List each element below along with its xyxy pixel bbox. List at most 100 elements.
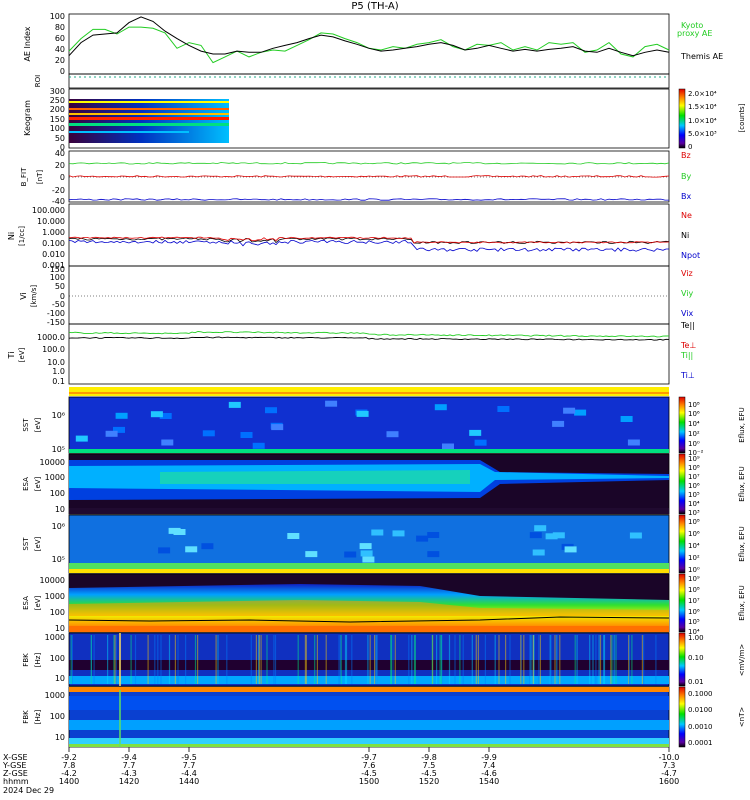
- fbk-e-stripe: [408, 635, 410, 684]
- sst-ion-panel: SST [eV] 10⁶ 10⁵ 10⁸ 10⁶ 10⁴ 10² 10⁰ Efl…: [22, 514, 746, 574]
- velocity-ytick: 150: [50, 265, 65, 274]
- fbk-b-yticks: 1000 100 10: [45, 691, 65, 742]
- density-ylabel: Ni: [7, 232, 16, 240]
- fbk-e-stripe: [538, 635, 540, 684]
- fbk-e-stripe: [194, 635, 197, 684]
- sst-i-ylabel2: [eV]: [34, 536, 42, 551]
- esa-e-bottom-band: [69, 508, 669, 514]
- fbk-e-stripe: [477, 635, 479, 684]
- fbk-e-stripe: [390, 635, 392, 684]
- fbk-e-stripe: [339, 635, 341, 684]
- fbk-e-stripe: [576, 635, 578, 684]
- sst-i-colorbar: [678, 514, 686, 574]
- fbk-e-ylabel: FBK: [22, 653, 30, 667]
- esa-e-yticks: 10000 1000 100 10: [40, 458, 65, 514]
- spectrogram-header-strip: [69, 387, 669, 396]
- temperature-series-group: [68, 331, 670, 341]
- esa-e-cbar-tick: 10³: [688, 509, 700, 517]
- fbk-e-stripe: [168, 635, 171, 684]
- fbk-e-stripe: [258, 635, 260, 684]
- x-tick-gse-y: 7.3: [663, 761, 676, 770]
- fbk-e-stripe: [559, 635, 561, 684]
- bfield-panel: B_FIT [nT] 40 20 0 -20 -40 Bz By Bx: [20, 149, 691, 206]
- bfield-frame: [68, 150, 670, 203]
- fbk-e-stripe: [440, 635, 442, 684]
- fbk-e-stripe: [628, 635, 630, 684]
- velocity-ylabel: Vi: [19, 292, 28, 300]
- temperature-ytick: 0.1: [52, 377, 65, 386]
- fbk-e-stripes: [70, 633, 657, 686]
- keogram-cbar-tick: 1.5×10⁴: [688, 103, 717, 111]
- fbk-e-stripe: [439, 635, 441, 684]
- fbk-e-stripe: [304, 635, 306, 684]
- sst-e-cell: [265, 407, 277, 414]
- temperature-ylabel2: [eV]: [18, 347, 26, 362]
- esa-e-ylabel: ESA: [22, 477, 30, 491]
- sst-i-ytick: 10⁶: [52, 522, 65, 531]
- esa-e-cbar-tick: 10⁸: [688, 464, 700, 472]
- fbk-e-stripe: [574, 635, 576, 684]
- fbk-e-stripe: [556, 635, 558, 684]
- temperature-ytick: 1.0: [52, 367, 65, 376]
- x-tick-gse-x: -9.4: [121, 753, 137, 762]
- fbk-e-stripe: [374, 635, 376, 684]
- fbk-b-ytick: 100: [50, 712, 65, 721]
- fbk-b-ytick: 1000: [45, 691, 65, 700]
- keogram-ytick: 150: [50, 115, 65, 124]
- sst-i-cell: [158, 547, 171, 554]
- fbk-e-stripe: [314, 635, 316, 684]
- velocity-ytick: -50: [52, 300, 65, 309]
- density-ytick: 10.000: [37, 217, 65, 226]
- esa-i-ylabel2: [eV]: [34, 595, 42, 610]
- sst-e-cbar-ticks: 10⁸ 10⁶ 10⁴ 10² 10⁰ 10⁻²: [688, 401, 704, 457]
- fbk-e-stripe: [340, 635, 342, 684]
- spectrogram-header-strip-orange: [69, 392, 669, 394]
- keogram-cbar-tick: 0: [688, 143, 692, 151]
- keogram-ytick: 50: [55, 134, 65, 143]
- keogram-cbar-tick: 5.0×10³: [688, 130, 717, 138]
- roi-panel: ROI: [34, 73, 670, 89]
- density-npot-line: [68, 239, 669, 252]
- fbk-e-stripe: [185, 635, 187, 684]
- fbk-e-colorbar: [678, 632, 686, 687]
- sst-e-cell: [202, 430, 215, 437]
- fbk-e-cbar-tick: 0.01: [688, 678, 704, 686]
- x-tick-gse-y: 7.8: [63, 761, 76, 770]
- fbk-b-cbar-tick: 0.0100: [688, 706, 713, 714]
- fbk-e-stripe: [523, 635, 525, 684]
- sst-i-cbar-ticks: 10⁸ 10⁶ 10⁴ 10² 10⁰: [688, 518, 700, 574]
- sst-i-yticks: 10⁶ 10⁵: [52, 522, 65, 564]
- sst-e-cell: [627, 439, 640, 446]
- sst-i-cell: [532, 549, 545, 556]
- sst-e-colorbar: [678, 396, 686, 454]
- sst-i-cbar-label: Eflux, EFU: [738, 526, 746, 561]
- fbk-b-cbar-tick: 0.1000: [688, 690, 713, 698]
- fbk-e-stripe: [160, 635, 162, 684]
- x-tick-hhmm: 1420: [119, 777, 139, 786]
- x-axis-row-label: X-GSE: [3, 753, 28, 762]
- sst-e-bottom-band: [69, 449, 669, 453]
- fbk-b-ytick: 10: [55, 733, 65, 742]
- keogram-image: [69, 99, 229, 143]
- fbk-e-stripe: [274, 635, 277, 684]
- fbk-e-stripe: [641, 635, 643, 684]
- sst-e-cells: [75, 400, 640, 450]
- fbk-b-cbar-tick: 0.0001: [688, 739, 713, 747]
- ae-series-line: [68, 16, 670, 57]
- fbk-e-stripe: [71, 635, 73, 684]
- esa-e-ylabel2: [eV]: [34, 476, 42, 491]
- sst-i-cbar-tick: 10⁰: [688, 566, 700, 574]
- fbk-e-stripe: [454, 635, 456, 684]
- sst-i-bottom-band: [69, 563, 669, 569]
- keogram-band: [69, 108, 229, 110]
- fbk-e-stripe: [394, 635, 396, 684]
- fbk-e-stripe: [550, 635, 552, 684]
- fbk-e-stripe: [345, 635, 348, 684]
- sst-e-cell: [271, 424, 284, 431]
- fbk-e-stripe: [344, 635, 347, 684]
- fbk-e-stripe: [376, 635, 378, 684]
- ae-index-panel: AE Index 100 80 60 40 20 0 Kyoto proxy A…: [23, 12, 723, 76]
- legend-bx: Bx: [681, 192, 691, 201]
- esa-e-ytick: 1000: [45, 473, 65, 482]
